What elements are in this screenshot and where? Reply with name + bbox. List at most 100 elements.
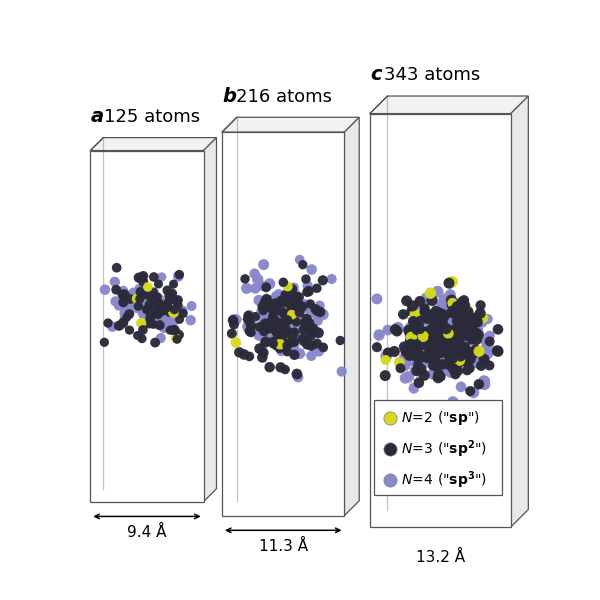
Point [434,345,443,355]
Point [274,289,283,299]
Point [274,318,283,328]
Text: 343 atoms: 343 atoms [384,67,480,85]
Point [158,300,168,310]
Point [420,304,430,313]
Point [271,341,281,350]
Point [271,298,280,308]
Point [279,295,289,305]
Point [173,295,182,305]
Point [268,316,277,325]
Point [404,351,414,361]
Point [431,327,440,337]
Text: 13.2 Å: 13.2 Å [416,550,465,565]
Point [145,319,154,328]
Point [446,361,455,371]
Point [122,313,131,322]
Point [430,351,439,361]
Point [306,331,316,340]
Point [430,353,440,362]
Point [311,326,320,336]
Point [304,325,313,335]
Point [422,339,432,349]
Point [257,302,267,311]
Point [485,337,494,346]
Point [136,273,146,283]
Point [458,323,468,333]
Point [302,340,312,349]
Point [449,325,459,335]
Point [442,324,451,334]
Bar [374,400,502,495]
Point [448,298,457,308]
Point [307,351,316,361]
Point [173,272,183,281]
Point [263,325,273,334]
Point [421,314,430,324]
Point [437,327,446,337]
Point [307,341,316,350]
Point [142,306,151,316]
Point [442,352,452,361]
Point [305,318,314,328]
Point [424,316,434,326]
Point [469,316,479,326]
Point [431,312,441,322]
Point [253,274,262,284]
Point [271,299,280,309]
Point [380,371,390,380]
Point [298,334,307,343]
Point [295,308,304,317]
Point [133,331,142,340]
Point [421,332,431,341]
Point [118,319,128,329]
Point [434,370,443,379]
Point [437,336,446,346]
Point [297,302,307,311]
Point [436,321,446,331]
Point [448,277,457,287]
Point [455,338,464,347]
Point [178,305,187,315]
Point [418,352,427,361]
Point [120,313,130,322]
Point [161,313,170,322]
Point [454,366,463,376]
Point [470,349,479,359]
Point [146,310,155,319]
Point [164,304,174,314]
Point [423,353,433,362]
Point [428,334,437,344]
Point [265,279,274,289]
Point [133,298,142,307]
Point [428,361,438,371]
Point [259,348,268,358]
Point [301,325,310,334]
Point [163,302,172,312]
Point [278,278,288,287]
Point [430,356,439,366]
Point [483,347,493,357]
Point [445,302,455,312]
Point [262,299,271,309]
Point [452,335,461,345]
Point [260,328,269,338]
Point [151,320,160,329]
Point [385,476,395,485]
Point [160,299,169,309]
Point [279,308,289,318]
Point [460,332,469,341]
Point [415,324,425,334]
Point [114,321,124,331]
Point [290,287,299,297]
Point [302,287,312,297]
Point [493,325,503,334]
Point [246,320,256,330]
Point [409,344,418,353]
Point [463,350,473,360]
Point [444,278,454,288]
Point [262,305,271,315]
Point [447,308,457,317]
Point [280,310,290,319]
Point [440,354,450,364]
Point [450,313,460,323]
